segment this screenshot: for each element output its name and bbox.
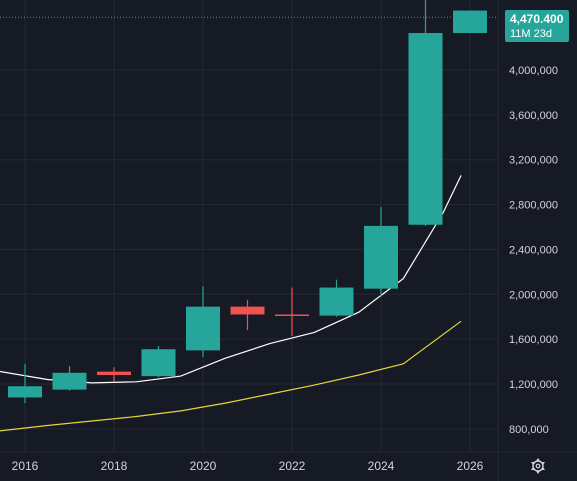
- price-axis-tick-label: 800,000: [509, 424, 549, 436]
- candle-layer[interactable]: [8, 0, 487, 404]
- moving-average-line: [0, 320, 462, 432]
- candle[interactable]: [8, 363, 42, 404]
- candle-body: [186, 306, 220, 351]
- time-axis-tick-label: 2024: [368, 459, 395, 473]
- price-axis-tick-label: 2,000,000: [509, 289, 558, 301]
- candle-body: [8, 386, 42, 398]
- time-axis-tick-label: 2020: [190, 459, 217, 473]
- candle[interactable]: [186, 286, 220, 358]
- price-axis-tick-label: 3,600,000: [509, 110, 558, 122]
- price-axis-tick-label: 4,000,000: [509, 65, 558, 77]
- price-axis-tick-label: 3,200,000: [509, 155, 558, 167]
- candle-body: [97, 371, 131, 376]
- bar-countdown: 11M 23d: [510, 28, 552, 40]
- price-axis-tick-label: 2,400,000: [509, 244, 558, 256]
- candle-body: [364, 225, 398, 289]
- candle-body: [230, 306, 265, 315]
- time-axis-tick-label: 2022: [279, 459, 306, 473]
- price-axis-tick-label: 2,800,000: [509, 200, 558, 212]
- candle[interactable]: [408, 0, 443, 226]
- price-axis-tick-label: 1,600,000: [509, 334, 558, 346]
- last-price-label: 4,470.400 11M 23d: [505, 10, 569, 42]
- gear-icon-teeth: [531, 467, 535, 470]
- candle[interactable]: [141, 345, 176, 378]
- candle[interactable]: [319, 279, 354, 317]
- candle[interactable]: [364, 206, 398, 297]
- price-axis[interactable]: 800,000 1,200,000 1,600,000 2,000,000 2,400,…: [498, 0, 577, 481]
- candle-body: [408, 32, 443, 225]
- candle-body: [141, 349, 176, 377]
- price-axis-tick-label: 1,200,000: [509, 379, 558, 391]
- gear-icon-teeth: [536, 458, 540, 461]
- time-axis-background: [0, 452, 577, 481]
- gear-icon-teeth: [536, 471, 540, 474]
- candle[interactable]: [453, 10, 487, 33]
- last-price-value: 4,470.400: [510, 12, 564, 26]
- gear-icon-center: [535, 463, 541, 469]
- gear-icon-teeth: [541, 462, 545, 465]
- candle[interactable]: [275, 287, 309, 336]
- candle-body: [319, 287, 354, 316]
- gear-icon-teeth: [531, 462, 535, 465]
- candle-body: [52, 372, 87, 390]
- candle-body: [275, 314, 309, 316]
- candle[interactable]: [52, 366, 87, 391]
- time-axis-tick-label: 2018: [101, 459, 128, 473]
- time-axis-tick-label: 2016: [12, 459, 39, 473]
- price-axis-background: [498, 0, 577, 481]
- candle[interactable]: [97, 367, 131, 382]
- candle-body: [453, 10, 487, 33]
- last-price-label-background: [505, 10, 569, 42]
- gear-icon-teeth: [541, 467, 545, 470]
- chart-settings-button[interactable]: [531, 458, 545, 474]
- time-axis-tick-label: 2026: [457, 459, 484, 473]
- candle[interactable]: [230, 299, 265, 331]
